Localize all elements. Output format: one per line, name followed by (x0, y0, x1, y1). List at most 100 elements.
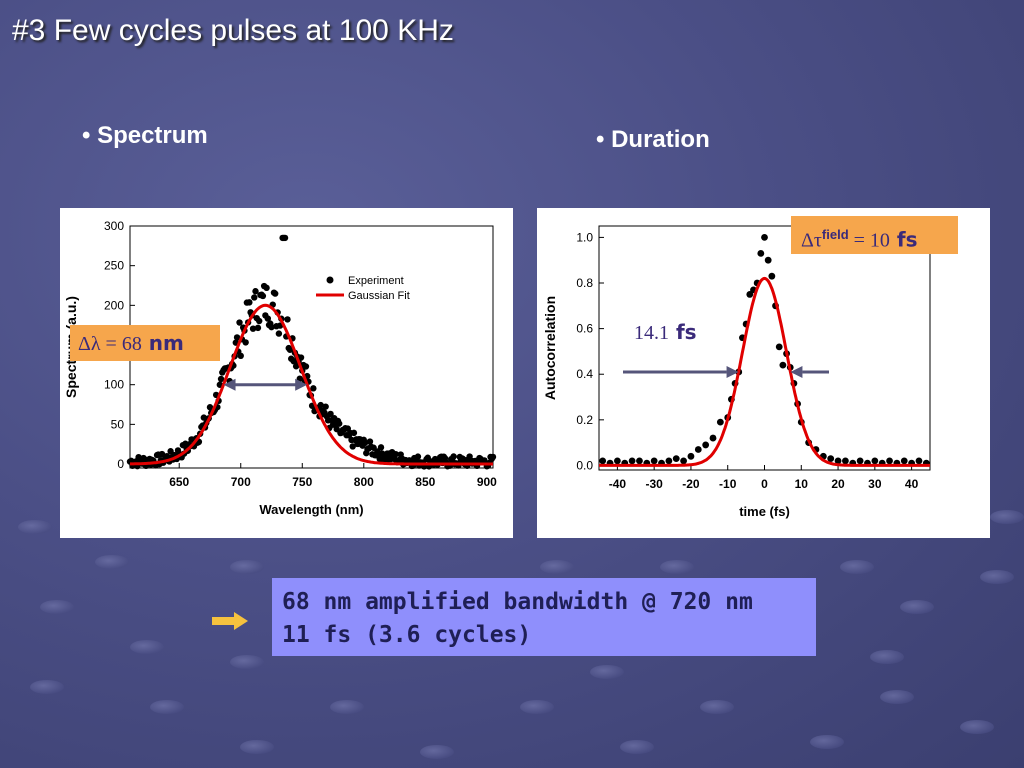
y-axis-label: Autocorrelation (542, 296, 558, 400)
background-dot (700, 700, 734, 714)
x-axis-label: Wavelength (nm) (259, 502, 363, 517)
bandwidth-value: Δλ = 68 (78, 333, 142, 355)
autocorrelation-point (764, 256, 772, 264)
experiment-point (302, 363, 310, 370)
autocorrelation-point (856, 457, 864, 465)
autocorrelation-point (886, 457, 893, 465)
y-tick-label: 200 (104, 298, 124, 312)
width-arrow-right-head (790, 365, 803, 378)
experiment-point (281, 234, 289, 242)
x-tick-label: 40 (905, 477, 919, 491)
autocorrelation-chart: -40 -30 -20 -10 0 10 20 30 40 0.0 0.2 0.4 0.6 0.8 1.0 t… (542, 225, 931, 519)
autocorrelation-point (757, 249, 765, 257)
autocorrelation-point (716, 418, 724, 426)
autocorrelation-point (775, 343, 783, 351)
background-dot (130, 640, 164, 654)
bullet-spectrum: • Spectrum (82, 122, 208, 149)
autocorrelation-point (761, 234, 768, 241)
autocorrelation-point (827, 455, 835, 462)
background-dot (540, 560, 574, 574)
background-dot (660, 560, 694, 574)
autocorrelation-point (636, 457, 643, 465)
field-duration-value: = 10 (848, 229, 890, 252)
autocorrelation-point (915, 457, 923, 465)
gaussian-fit-line (130, 303, 493, 466)
spectrum-chart: 650700750800850900050100150200250300Wave… (63, 219, 497, 517)
x-tick-label: -40 (609, 477, 627, 491)
background-dot (960, 720, 994, 734)
autocorrelation-width-unit: fs (669, 320, 697, 344)
background-dot (150, 700, 184, 714)
y-tick-label: 0.8 (576, 276, 593, 290)
background-dot (230, 560, 264, 574)
field-duration-unit: fs (889, 227, 918, 252)
x-tick-label: 20 (831, 477, 845, 491)
x-tick-label: 700 (231, 475, 251, 489)
background-dot (420, 745, 454, 759)
y-tick-label: 1.0 (576, 230, 593, 244)
background-dot (230, 655, 264, 669)
experiment-point (251, 294, 258, 301)
background-dot (40, 600, 74, 614)
autocorrelation-point (650, 457, 658, 465)
experiment-point (252, 288, 259, 295)
y-tick-label: 0 (117, 457, 124, 471)
background-dot (620, 740, 654, 754)
autocorrelation-point (672, 455, 680, 462)
x-tick-label: 10 (795, 477, 809, 491)
y-tick-label: 250 (104, 259, 124, 273)
experiment-point (259, 292, 267, 300)
experiment-point (335, 420, 343, 427)
experiment-point (310, 385, 317, 392)
experiment-point (290, 358, 297, 365)
duration-chart-panel: -40 -30 -20 -10 0 10 20 30 40 0.0 0.2 0.4 0.6 0.8 1.0 t… (537, 208, 990, 538)
experiment-point (350, 429, 358, 437)
x-tick-label: -10 (719, 477, 737, 491)
experiment-point (414, 453, 422, 460)
x-tick-label: 800 (354, 475, 374, 489)
legend-fit-label: Gaussian Fit (348, 290, 410, 302)
autocorrelation-point (694, 446, 702, 453)
summary-box: 68 nm amplified bandwidth @ 720 nm 11 fs… (272, 578, 816, 656)
slide-title: #3 Few cycles pulses at 100 KHz (12, 14, 454, 47)
experiment-point (366, 438, 374, 445)
autocorrelation-point (900, 457, 908, 465)
autocorrelation-point (746, 291, 754, 298)
autocorrelation-point (665, 457, 673, 465)
gaussian-fit-line (599, 276, 930, 467)
autocorrelation-point (871, 457, 879, 465)
experiment-point (272, 290, 279, 297)
autocorrelation-point (687, 452, 695, 460)
background-dot (990, 510, 1024, 524)
background-dot (18, 520, 52, 534)
background-dot (330, 700, 364, 714)
background-dot (520, 700, 554, 714)
autocorrelation-point (628, 457, 636, 465)
experiment-point (317, 401, 324, 409)
bandwidth-label: Δλ = 68 nm (70, 325, 220, 361)
x-tick-label: 30 (868, 477, 882, 491)
autocorrelation-point (768, 272, 776, 280)
experiment-point (264, 315, 272, 322)
autocorrelation-width-value: 14.1 (634, 322, 669, 344)
experiment-point (256, 317, 263, 325)
experiment-point (242, 339, 249, 346)
experiment-point (361, 439, 369, 447)
summary-line-2: 11 fs (3.6 cycles) (282, 622, 532, 648)
autocorrelation-point (842, 457, 849, 465)
background-dot (30, 680, 64, 694)
experiment-point (297, 354, 305, 361)
y-tick-label: 0.4 (576, 367, 593, 381)
experiment-point (268, 323, 275, 331)
experiment-point (450, 453, 457, 460)
autocorrelation-point (709, 434, 717, 442)
width-arrow-left-head (726, 365, 739, 378)
experiment-point (322, 403, 329, 410)
experiment-point (392, 450, 399, 458)
experiment-point (327, 410, 334, 418)
experiment-point (284, 316, 291, 323)
autocorrelation-point (613, 457, 621, 465)
autocorrelation-point (834, 457, 842, 465)
field-duration-sup: field (821, 227, 849, 242)
x-tick-label: 650 (169, 475, 189, 489)
